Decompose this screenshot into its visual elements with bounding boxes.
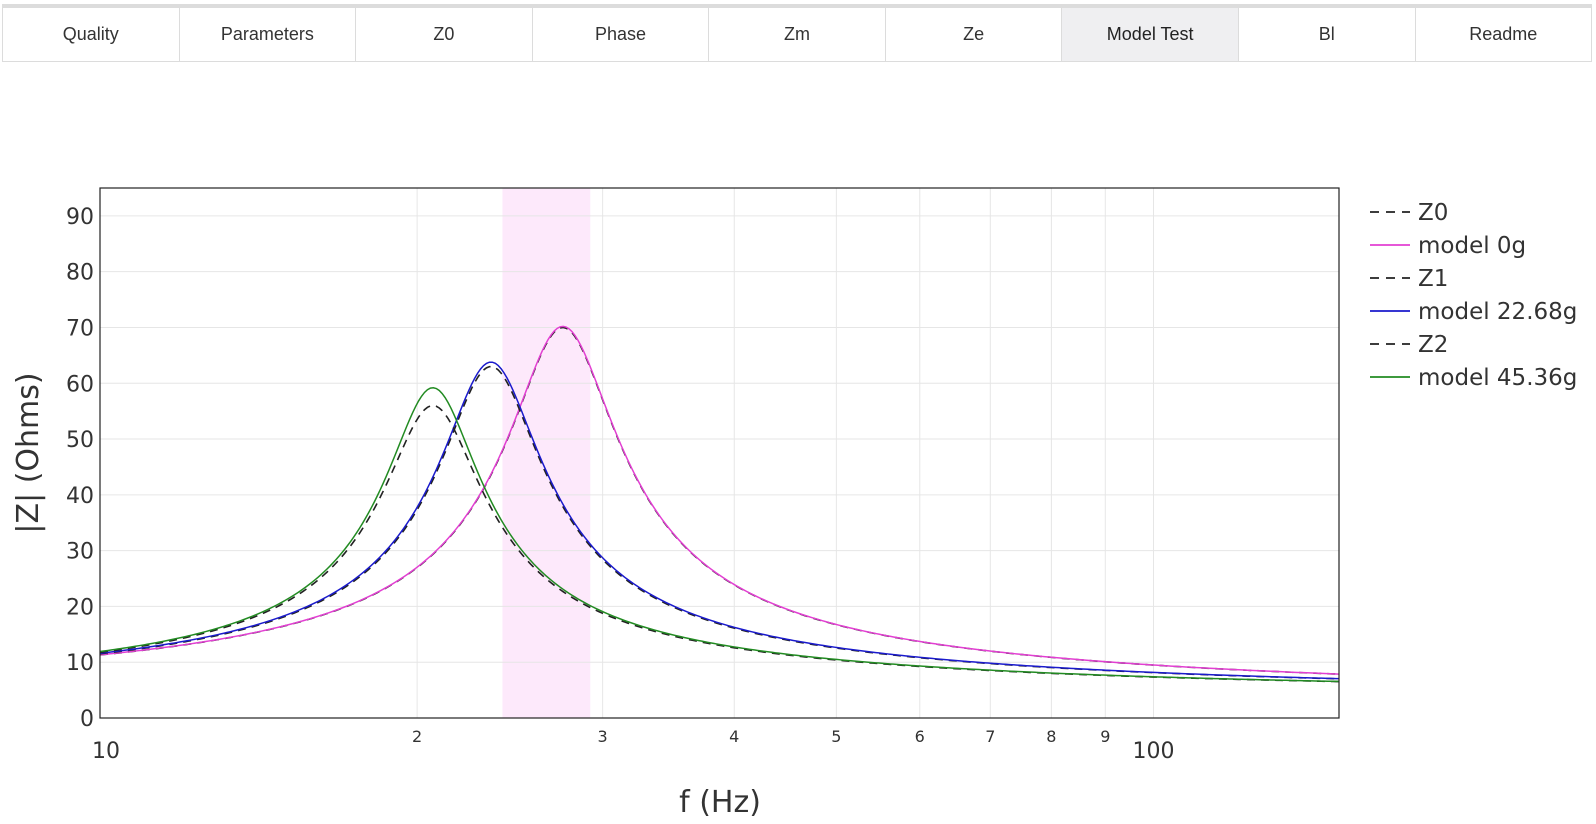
tab-zm[interactable]: Zm — [709, 8, 886, 61]
legend-label: Z1 — [1418, 266, 1448, 292]
x-tick-label: 100 — [1132, 739, 1174, 764]
tab-phase[interactable]: Phase — [532, 8, 710, 61]
tab-model-test[interactable]: Model Test — [1062, 8, 1239, 61]
series-line — [99, 361, 1340, 680]
tab-quality[interactable]: Quality — [3, 8, 180, 61]
legend: Z0 model 0g Z1 model 22.68g Z2 model 45.36g — [1370, 200, 1577, 391]
series-line — [99, 386, 1340, 683]
y-tick-label: 0 — [80, 707, 94, 732]
tab-readme[interactable]: Readme — [1415, 8, 1593, 61]
y-tick-label: 40 — [66, 484, 94, 509]
x-tick-label: 4 — [729, 727, 739, 746]
tab-z0[interactable]: Z0 — [356, 8, 533, 61]
x-tick-label: 3 — [598, 727, 608, 746]
legend-label: model 22.68g — [1418, 299, 1577, 325]
x-axis-label: f (Hz) — [679, 785, 761, 820]
series-line — [99, 326, 1340, 675]
y-tick-label: 60 — [66, 372, 94, 397]
y-tick-label: 70 — [66, 316, 94, 341]
x-tick-label: 7 — [985, 727, 995, 746]
tab-ze[interactable]: Ze — [885, 8, 1063, 61]
x-tick-label: 5 — [831, 727, 841, 746]
y-tick-label: 20 — [66, 595, 94, 620]
legend-label: model 45.36g — [1418, 365, 1577, 391]
series-line — [99, 365, 1340, 680]
x-tick-label: 2 — [412, 727, 422, 746]
y-tick-label: 10 — [66, 651, 94, 676]
x-tick-label: 6 — [915, 727, 925, 746]
plot-frame — [99, 187, 1340, 719]
legend-label: model 0g — [1418, 233, 1526, 259]
legend-label: Z2 — [1418, 332, 1448, 358]
tab-bl[interactable]: Bl — [1238, 8, 1416, 61]
tab-bar: Quality Parameters Z0 Phase Zm Ze Model … — [2, 4, 1593, 62]
y-axis-label: |Z| (Ohms) — [11, 372, 46, 533]
x-tick-label: 10 — [92, 739, 120, 764]
series-line — [99, 325, 1340, 675]
highlight-band — [502, 188, 591, 718]
y-tick-label: 80 — [66, 261, 94, 286]
legend-label: Z0 — [1418, 200, 1448, 226]
x-tick-label: 8 — [1046, 727, 1056, 746]
y-tick-label: 50 — [66, 428, 94, 453]
series-line — [99, 404, 1340, 683]
tab-parameters[interactable]: Parameters — [179, 8, 357, 61]
y-tick-label: 90 — [66, 205, 94, 230]
y-tick-label: 30 — [66, 540, 94, 565]
x-tick-label: 9 — [1100, 727, 1110, 746]
